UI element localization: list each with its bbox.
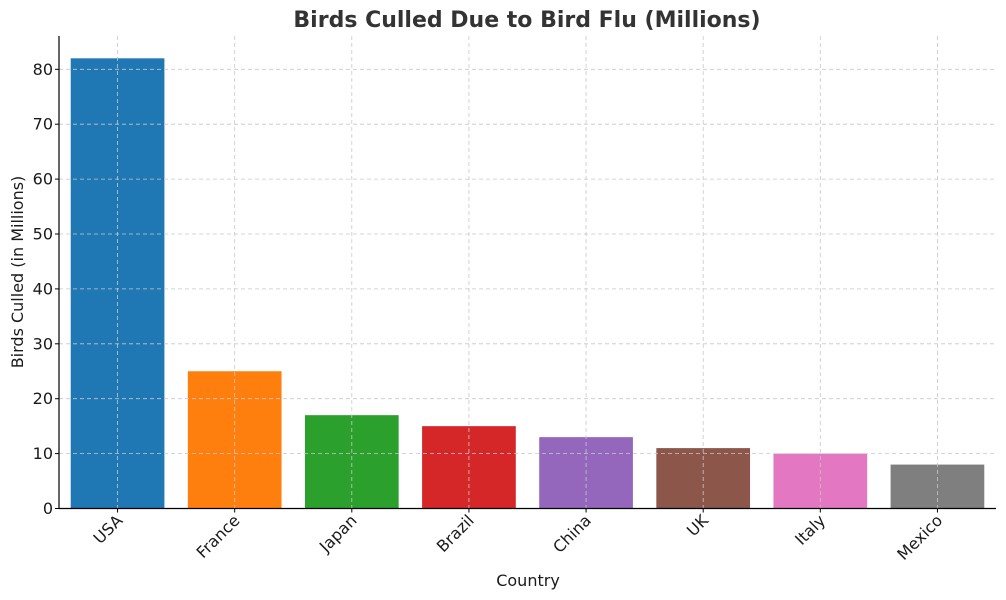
y-tick-label: 10 bbox=[33, 444, 53, 463]
y-tick-label: 40 bbox=[33, 279, 53, 298]
grid bbox=[59, 36, 996, 509]
y-tick-label: 60 bbox=[33, 170, 53, 189]
x-tick-label-mexico: Mexico bbox=[893, 511, 946, 564]
y-axis-ticks: 0 10 20 30 40 50 60 70 80 bbox=[33, 60, 59, 518]
x-tick-label-uk: UK bbox=[683, 511, 712, 540]
y-tick-label: 50 bbox=[33, 225, 53, 244]
chart-title: Birds Culled Due to Bird Flu (Millions) bbox=[293, 8, 760, 33]
x-axis-label: Country bbox=[496, 571, 560, 590]
y-tick-label: 30 bbox=[33, 334, 53, 353]
x-tick-label-brazil: Brazil bbox=[433, 511, 478, 556]
x-tick-label-china: China bbox=[549, 511, 595, 557]
y-tick-label: 0 bbox=[43, 499, 53, 518]
y-tick-label: 80 bbox=[33, 60, 53, 79]
x-tick-label-france: France bbox=[192, 511, 243, 562]
x-tick-label-italy: Italy bbox=[791, 511, 829, 549]
y-tick-label: 20 bbox=[33, 389, 53, 408]
x-tick-label-usa: USA bbox=[90, 511, 127, 548]
x-axis-ticks: USA France Japan Brazil China UK Italy Mexico bbox=[90, 508, 946, 564]
y-axis-label: Birds Culled (in Millions) bbox=[8, 176, 27, 369]
y-tick-label: 70 bbox=[33, 115, 53, 134]
x-tick-label-japan: Japan bbox=[315, 511, 361, 557]
bars bbox=[70, 58, 985, 509]
